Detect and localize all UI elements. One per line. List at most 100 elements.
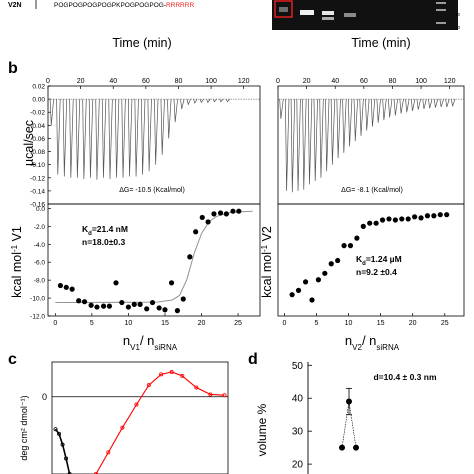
tick-label: 0 — [282, 320, 286, 327]
sequence-black: POGPOGPOGPOGPKPOGPOGPOG- — [54, 2, 166, 9]
data-point — [386, 216, 392, 222]
panel-label-b: b — [8, 60, 18, 77]
header-strip: V2N POGPOGPOGPOGPKPOGPOGPOG-RRRRRR 20 10 — [8, 0, 461, 30]
cd-point — [60, 442, 65, 447]
chart-d: 50 40 30 20 volume % d=10.4 ± 0.3 nm — [255, 361, 437, 474]
data-point — [162, 307, 168, 313]
cd-point — [222, 393, 227, 398]
data-point — [144, 306, 150, 312]
tick-label: 25 — [234, 320, 242, 327]
injection-peak — [330, 99, 336, 165]
data-point — [193, 229, 199, 235]
data-point — [302, 279, 309, 285]
gel-ladder-band — [436, 9, 446, 11]
y-tick-label: 0 — [42, 392, 47, 402]
tick-label: 40 — [331, 78, 339, 85]
data-point — [289, 292, 295, 298]
data-point — [373, 220, 379, 226]
data-point — [437, 212, 443, 218]
data-point — [223, 211, 229, 217]
gel-band — [322, 11, 334, 15]
y-axis-title: kcal mol-1 V2 — [260, 226, 275, 298]
tick-label: 120 — [238, 78, 250, 85]
data-point — [168, 280, 175, 286]
data-point — [309, 297, 315, 303]
data-point — [341, 243, 347, 249]
injection-peak — [416, 99, 421, 110]
injection-peak — [141, 99, 146, 175]
injection-peak — [388, 99, 393, 118]
tick-label: 20 — [303, 78, 311, 85]
injection-peak — [206, 98, 211, 104]
injection-peak — [279, 99, 284, 119]
data-point — [335, 257, 341, 264]
tick-label: 15 — [377, 320, 385, 327]
cd-point — [57, 431, 62, 436]
data-point — [346, 398, 352, 405]
plot-frame — [277, 203, 465, 317]
tick-label: 10 — [125, 320, 133, 327]
cd-series — [53, 370, 227, 474]
data-point — [94, 304, 100, 310]
chart-b-right-bottom: 0 5 10 15 20 25 kcal mol-1 V2 nV2/ nsiRNA Kd=… — [260, 203, 465, 352]
tick-label: 80 — [389, 78, 397, 85]
tick-label: 40 — [109, 78, 117, 85]
y-axis-title: deg cm² dmol⁻¹) — [19, 395, 29, 460]
data-points — [289, 212, 450, 303]
data-point — [119, 299, 125, 306]
x-axis-title: Time (min) — [112, 36, 171, 50]
injection-peak — [127, 99, 133, 177]
injection-peak — [193, 98, 198, 104]
tick-label: 25 — [441, 320, 449, 327]
data-point — [125, 304, 132, 310]
x-axis-title: nV1/ nsiRNA — [123, 333, 178, 352]
data-point — [88, 302, 94, 308]
injection-peak — [439, 99, 444, 108]
data-point — [205, 219, 211, 225]
tick-label: 50 — [292, 361, 304, 372]
injection-peak — [319, 99, 324, 178]
tick-label: -0.04 — [30, 123, 45, 130]
sequence-red: RRRRRR — [166, 2, 194, 9]
tick-label: -8.0 — [34, 278, 46, 285]
tick-label: -0.02 — [30, 110, 45, 117]
tick-label: 0.0 — [36, 206, 45, 213]
cd-point — [106, 450, 111, 455]
plot-frame — [51, 361, 229, 474]
injection-peak — [365, 99, 370, 131]
tick-label: 80 — [175, 78, 183, 85]
tick-label: 20 — [77, 78, 85, 85]
injection-peak — [445, 99, 450, 108]
tick-label: 0 — [53, 320, 57, 327]
injection-peak — [49, 99, 55, 126]
x-tick-labels: 0 5 10 15 20 25 — [53, 313, 242, 327]
data-point — [187, 254, 193, 260]
tick-label: 15 — [161, 320, 169, 327]
row-label: V2N — [8, 2, 22, 9]
injection-peak — [342, 99, 347, 153]
injection-peak — [56, 99, 61, 175]
injection-peak — [410, 99, 416, 111]
tick-label: 0.02 — [32, 84, 45, 91]
injection-peak — [405, 99, 410, 113]
plot-frame — [47, 203, 261, 317]
y-tick-labels: 0.0 -2.0 -4.0 -6.0 -8.0 -10.0 -12.0 — [30, 206, 51, 321]
tick-label: -0.14 — [30, 188, 45, 195]
injection-peak — [336, 99, 341, 159]
y-tick-labels: 50 40 30 20 — [292, 361, 312, 471]
data-point — [315, 277, 322, 283]
cd-point — [146, 383, 151, 388]
injection-peak — [428, 99, 433, 109]
injection-peak — [296, 99, 301, 191]
tick-label: -12.0 — [30, 314, 45, 321]
x-tick-labels-top: 0 20 40 60 80 100 120 — [276, 78, 456, 89]
titration-peaks — [48, 98, 260, 180]
data-point — [199, 214, 205, 221]
injection-peak — [101, 99, 107, 178]
injection-peak — [359, 99, 364, 136]
data-point — [353, 444, 359, 451]
data-point — [236, 208, 242, 214]
data-point — [431, 213, 437, 219]
data-points — [339, 387, 359, 451]
injection-peak — [186, 98, 191, 106]
